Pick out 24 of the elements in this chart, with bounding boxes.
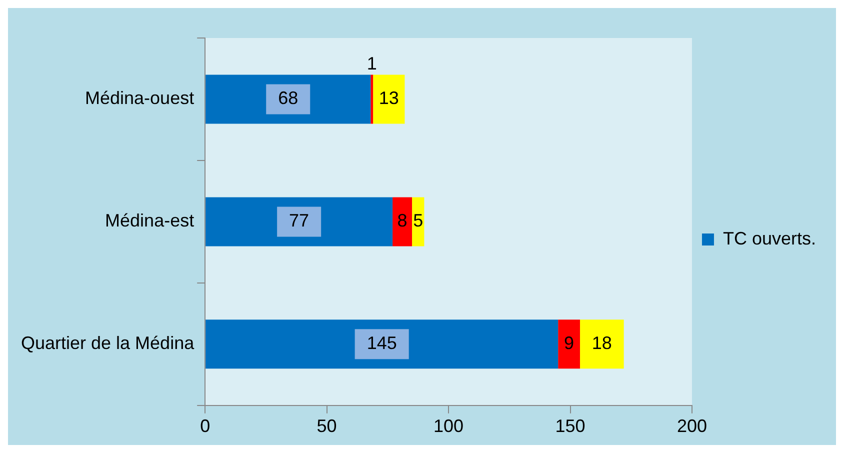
x-tick-label: 200 [676,416,707,436]
bar [373,74,405,124]
y-tick-label: Médina-est [105,210,194,231]
data-label: 9 [564,333,574,354]
bar [206,320,558,369]
x-tick-label: 0 [200,416,210,436]
bar [370,74,374,124]
data-label: 68 [278,88,298,108]
data-label: 145 [366,333,397,354]
data-label: 18 [592,333,612,354]
y-tick-label: Quartier de la Médina [21,333,196,354]
data-label: 8 [397,210,408,231]
data-label: 13 [378,88,399,108]
bar [558,320,580,369]
data-label: 77 [289,210,310,231]
x-tick-label: 100 [434,416,464,436]
bar [580,320,624,369]
bar [392,197,412,246]
data-label: 1 [366,54,377,74]
y-tick-label: Médina-ouest [85,88,194,108]
legend-label: TC ouverts. [722,228,816,248]
x-tick-label: 50 [316,416,337,436]
data-label: 5 [413,210,424,231]
x-tick-label: 150 [555,416,586,436]
